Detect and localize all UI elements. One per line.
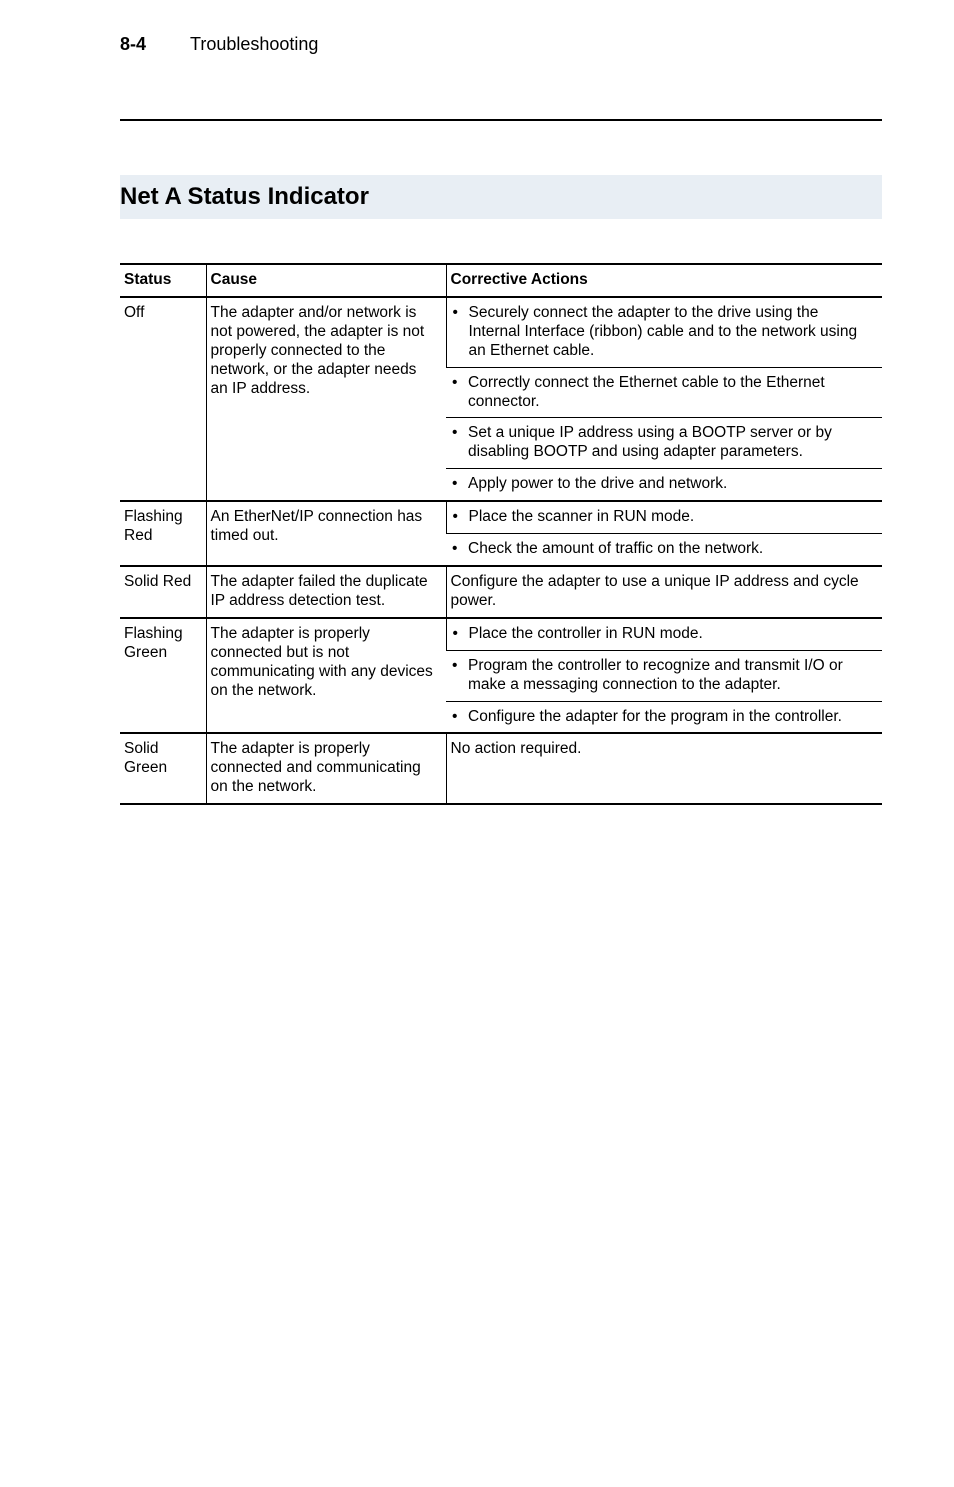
corrective-item: Configure the adapter for the program in… — [464, 708, 874, 727]
corrective-cell: Securely connect the adapter to the driv… — [446, 297, 882, 367]
corrective-cell: Program the controller to recognize and … — [446, 650, 882, 701]
status-cell: Flashing Green — [120, 618, 206, 734]
status-cell: Flashing Red — [120, 501, 206, 566]
corrective-item: Place the controller in RUN mode. — [465, 625, 875, 644]
corrective-cell: Set a unique IP address using a BOOTP se… — [446, 418, 882, 469]
corrective-cell: Apply power to the drive and network. — [446, 469, 882, 501]
corrective-cell: Place the scanner in RUN mode. — [446, 501, 882, 533]
corrective-cell: Configure the adapter to use a unique IP… — [446, 566, 882, 618]
cause-cell: The adapter is properly connected but is… — [206, 618, 446, 734]
corrective-item: Correctly connect the Ethernet cable to … — [464, 374, 874, 412]
corrective-cell: Place the controller in RUN mode. — [446, 618, 882, 650]
page-number: 8-4 — [120, 34, 146, 55]
col-header-corrective: Corrective Actions — [446, 264, 882, 297]
cause-cell: The adapter is properly connected and co… — [206, 733, 446, 804]
corrective-item: Check the amount of traffic on the netwo… — [464, 540, 874, 559]
table-header-row: Status Cause Corrective Actions — [120, 264, 882, 297]
table-row: Flashing Red An EtherNet/IP connection h… — [120, 501, 882, 533]
page-header: 8-4 Troubleshooting — [120, 34, 882, 61]
corrective-item: Program the controller to recognize and … — [464, 657, 874, 695]
table-row: Off The adapter and/or network is not po… — [120, 297, 882, 367]
cause-cell: An EtherNet/IP connection has timed out. — [206, 501, 446, 566]
cause-cell: The adapter and/or network is not powere… — [206, 297, 446, 501]
table-row: Solid Green The adapter is properly conn… — [120, 733, 882, 804]
table-container: Status Cause Corrective Actions Off The … — [120, 263, 882, 805]
corrective-cell: Check the amount of traffic on the netwo… — [446, 534, 882, 566]
corrective-item: Set a unique IP address using a BOOTP se… — [464, 424, 874, 462]
status-cell: Solid Green — [120, 733, 206, 804]
corrective-cell: No action required. — [446, 733, 882, 804]
status-cell: Solid Red — [120, 566, 206, 618]
col-header-status: Status — [120, 264, 206, 297]
col-header-cause: Cause — [206, 264, 446, 297]
corrective-cell: Correctly connect the Ethernet cable to … — [446, 367, 882, 418]
troubleshooting-table: Status Cause Corrective Actions Off The … — [120, 263, 882, 805]
table-row: Flashing Green The adapter is properly c… — [120, 618, 882, 650]
corrective-cell: Configure the adapter for the program in… — [446, 701, 882, 733]
header-title: Troubleshooting — [190, 34, 318, 55]
corrective-item: Securely connect the adapter to the driv… — [465, 304, 875, 361]
cause-cell: The adapter failed the duplicate IP addr… — [206, 566, 446, 618]
page: 8-4 Troubleshooting Net A Status Indicat… — [0, 0, 954, 1487]
section-title: Net A Status Indicator — [120, 183, 369, 210]
status-cell: Off — [120, 297, 206, 501]
corrective-item: Apply power to the drive and network. — [464, 475, 874, 494]
corrective-item: Place the scanner in RUN mode. — [465, 508, 875, 527]
table-row: Solid Red The adapter failed the duplica… — [120, 566, 882, 618]
section-title-bar: Net A Status Indicator — [120, 175, 882, 219]
